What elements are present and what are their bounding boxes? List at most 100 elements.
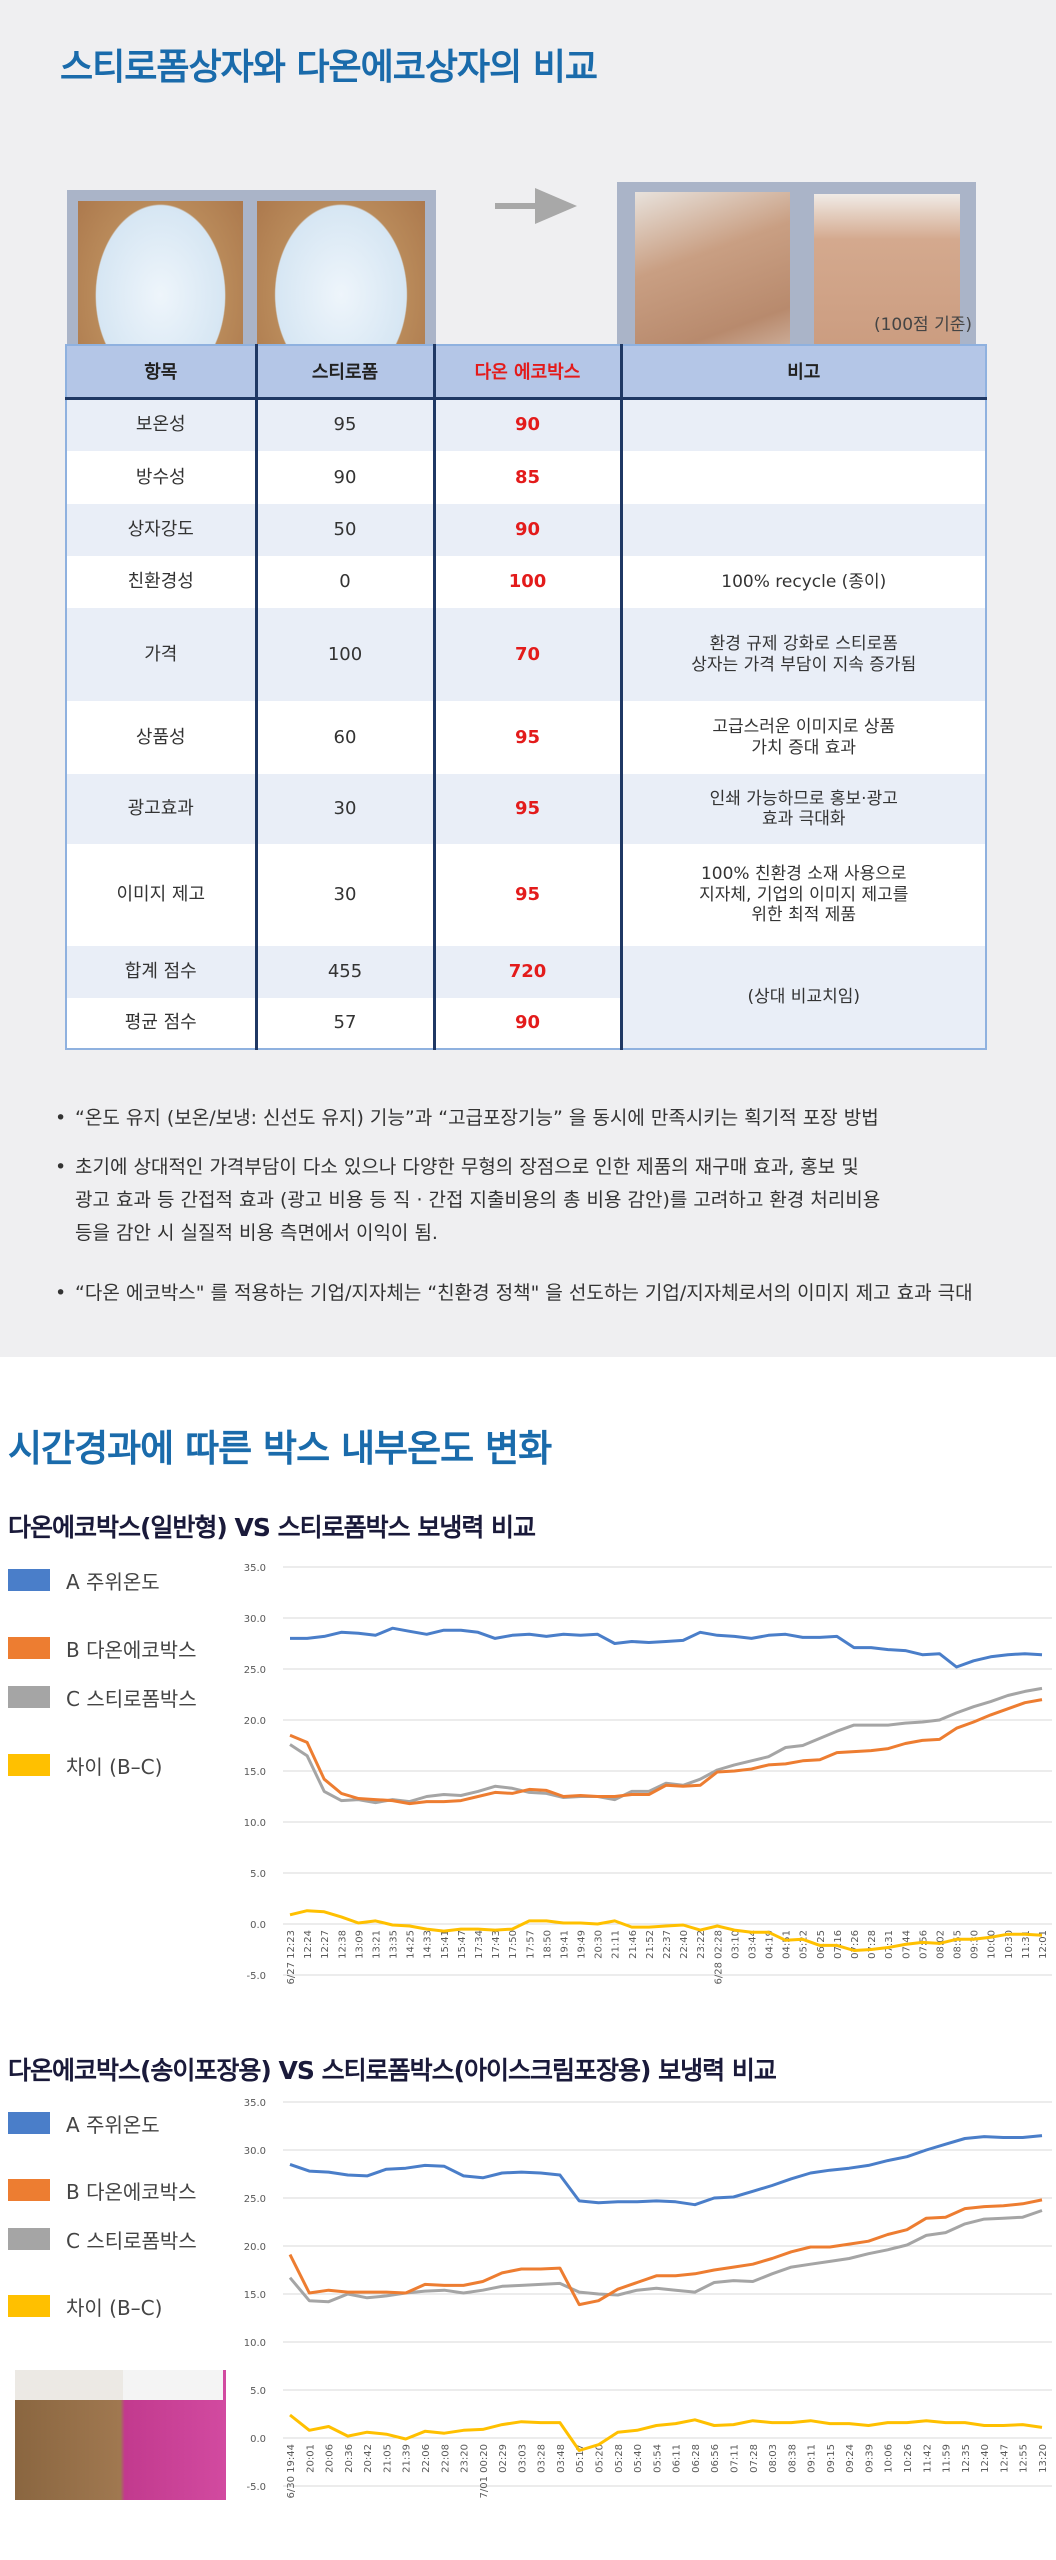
y-tick-label: -5.0	[246, 1971, 266, 1982]
table-row: 이미지 제고 30 95 100% 친환경 소재 사용으로 지자체, 기업의 이미지 …	[66, 844, 986, 946]
x-tick-label: 17:34	[474, 1930, 485, 1959]
x-tick-label: 07:56	[918, 1930, 929, 1959]
x-tick-label: 10:06	[884, 2444, 895, 2473]
x-tick-label: 21:39	[402, 2444, 413, 2473]
y-tick-label: 0.0	[250, 2434, 266, 2445]
x-tick-label: 03:48	[556, 2444, 567, 2473]
x-tick-label: 12:35	[961, 2444, 972, 2473]
row-note: 인쇄 가능하므로 홍보·광고 효과 극대화	[619, 774, 986, 844]
comparison-title: 스티로폼상자와 다온에코상자의 비교	[60, 47, 598, 88]
x-tick-label: 03:10	[730, 1930, 741, 1959]
row-item: 상품성	[66, 701, 256, 774]
x-tick-label: 12:55	[1019, 2444, 1030, 2473]
x-tick-label: 17:50	[508, 1930, 519, 1959]
legend-item-A: A 주위온도	[8, 1567, 160, 1594]
legend-label: A 주위온도	[66, 2112, 160, 2137]
x-tick-label: 10:30	[1004, 1930, 1015, 1959]
row-item: 합계 점수	[66, 946, 256, 998]
y-tick-label: 25.0	[244, 1665, 266, 1676]
table-row: 광고효과 30 95 인쇄 가능하므로 홍보·광고 효과 극대화	[66, 774, 986, 844]
line-chart: 35.0 30.0 25.0 20.0 15.0 10.0 5.0 0.0 -5.0 6/27 1…	[244, 1563, 1052, 1984]
x-tick-label: 7/01 00:20	[479, 2444, 490, 2498]
legend-label: 차이 (B–C)	[66, 1754, 163, 1779]
x-tick-label: 05:22	[799, 1930, 810, 1959]
x-tick-label: 21:46	[628, 1930, 639, 1959]
y-tick-label: 30.0	[244, 1614, 266, 1625]
legend-swatch	[8, 1637, 50, 1659]
table-row: 보온성 95 90	[66, 398, 986, 451]
legend-swatch	[8, 2228, 50, 2250]
row-note	[619, 451, 986, 504]
x-tick-label: 23:20	[460, 2444, 471, 2473]
row-styrofoam-score: 0	[254, 556, 434, 608]
x-tick-label: 17:57	[525, 1930, 536, 1959]
y-tick-label: 35.0	[244, 1563, 266, 1574]
x-tick-label: 09:39	[864, 2444, 875, 2473]
x-tick-label: 14:33	[423, 1930, 434, 1959]
x-tick-label: 22:37	[662, 1930, 673, 1959]
series-line-C	[289, 1686, 1043, 1805]
x-tick-label: 15:47	[457, 1930, 468, 1959]
row-note: (상대 비교치임)	[619, 946, 986, 1049]
bullet-dot: •	[55, 1107, 67, 1129]
y-tick-label: 25.0	[244, 2194, 266, 2205]
table-row: 가격 100 70 환경 규제 강화로 스티로폼 상자는 가격 부담이 지속 증가됨	[66, 608, 986, 701]
x-tick-label: 06:11	[672, 2444, 683, 2473]
x-tick-label: 6/28 02:28	[713, 1930, 724, 1984]
row-ecobox-score: 95	[432, 844, 621, 946]
legend-swatch	[8, 1754, 50, 1776]
score-basis-note: (100점 기준)	[873, 315, 972, 335]
row-styrofoam-score: 100	[254, 608, 434, 701]
x-tick-label: 14:25	[406, 1930, 417, 1959]
x-tick-label: 03:28	[537, 2444, 548, 2473]
row-item: 친환경성	[66, 556, 256, 608]
row-styrofoam-score: 95	[254, 398, 434, 451]
legend-swatch	[8, 2179, 50, 2201]
table-row: 상자강도 50 90	[66, 504, 986, 556]
row-ecobox-score: 90	[432, 998, 621, 1049]
header-item: 항목	[66, 345, 256, 400]
x-tick-label: 23:22	[696, 1930, 707, 1959]
x-tick-label: 08:38	[787, 2444, 798, 2473]
x-tick-label: 09:15	[826, 2444, 837, 2473]
x-tick-label: 04:19	[765, 1930, 776, 1959]
table-header-row: 항목 스티로폼 다온 에코박스 비고	[66, 345, 986, 400]
x-tick-label: 05:17	[575, 2444, 586, 2473]
table-row: 합계 점수 455 720 (상대 비교치임)	[66, 946, 986, 1049]
x-tick-label: 12:24	[303, 1930, 314, 1959]
x-tick-label: 08:03	[768, 2444, 779, 2473]
header-ecobox: 다온 에코박스	[432, 345, 621, 400]
row-note	[619, 504, 986, 556]
x-tick-label: 20:30	[594, 1930, 605, 1959]
x-tick-label: 09:11	[807, 2444, 818, 2473]
y-tick-label: 15.0	[244, 2290, 266, 2301]
x-tick-label: 06:28	[691, 2444, 702, 2473]
x-tick-label: 13:21	[371, 1930, 382, 1959]
row-styrofoam-score: 30	[254, 774, 434, 844]
row-note	[619, 398, 986, 451]
x-tick-label: 22:06	[421, 2444, 432, 2473]
y-tick-label: -5.0	[246, 2482, 266, 2493]
x-tick-label: 05:54	[652, 2444, 663, 2473]
x-tick-label: 09:24	[845, 2444, 856, 2473]
row-styrofoam-score: 60	[254, 701, 434, 774]
row-ecobox-score: 100	[432, 556, 621, 608]
x-tick-label: 11:59	[942, 2444, 953, 2473]
x-tick-label: 10:00	[987, 1930, 998, 1959]
bullet-text: “다온 에코박스" 를 적용하는 기업/지자체는 “친환경 정책" 을 선도하는…	[75, 1282, 973, 1304]
table-row: 친환경성 0 100 100% recycle (종이)	[66, 556, 986, 608]
x-tick-label: 17:43	[491, 1930, 502, 1959]
legend-item-D: 차이 (B–C)	[8, 2293, 162, 2320]
x-tick-label: 07:31	[884, 1930, 895, 1959]
y-tick-label: 0.0	[250, 1920, 266, 1931]
x-tick-label: 20:01	[305, 2444, 316, 2473]
y-tick-label: 35.0	[244, 2098, 266, 2109]
x-tick-label: 07:28	[749, 2444, 760, 2473]
x-tick-label: 13:09	[354, 1930, 365, 1959]
bullet-dot: •	[55, 1156, 67, 1178]
row-item: 상자강도	[66, 504, 256, 556]
arrow-right-icon	[495, 188, 577, 224]
bullet-text: 등을 감안 시 실질적 비용 측면에서 이익이 됨.	[75, 1222, 438, 1244]
x-tick-label: 19:41	[559, 1930, 570, 1959]
legend-item-B: B 다온에코박스	[8, 2177, 196, 2204]
